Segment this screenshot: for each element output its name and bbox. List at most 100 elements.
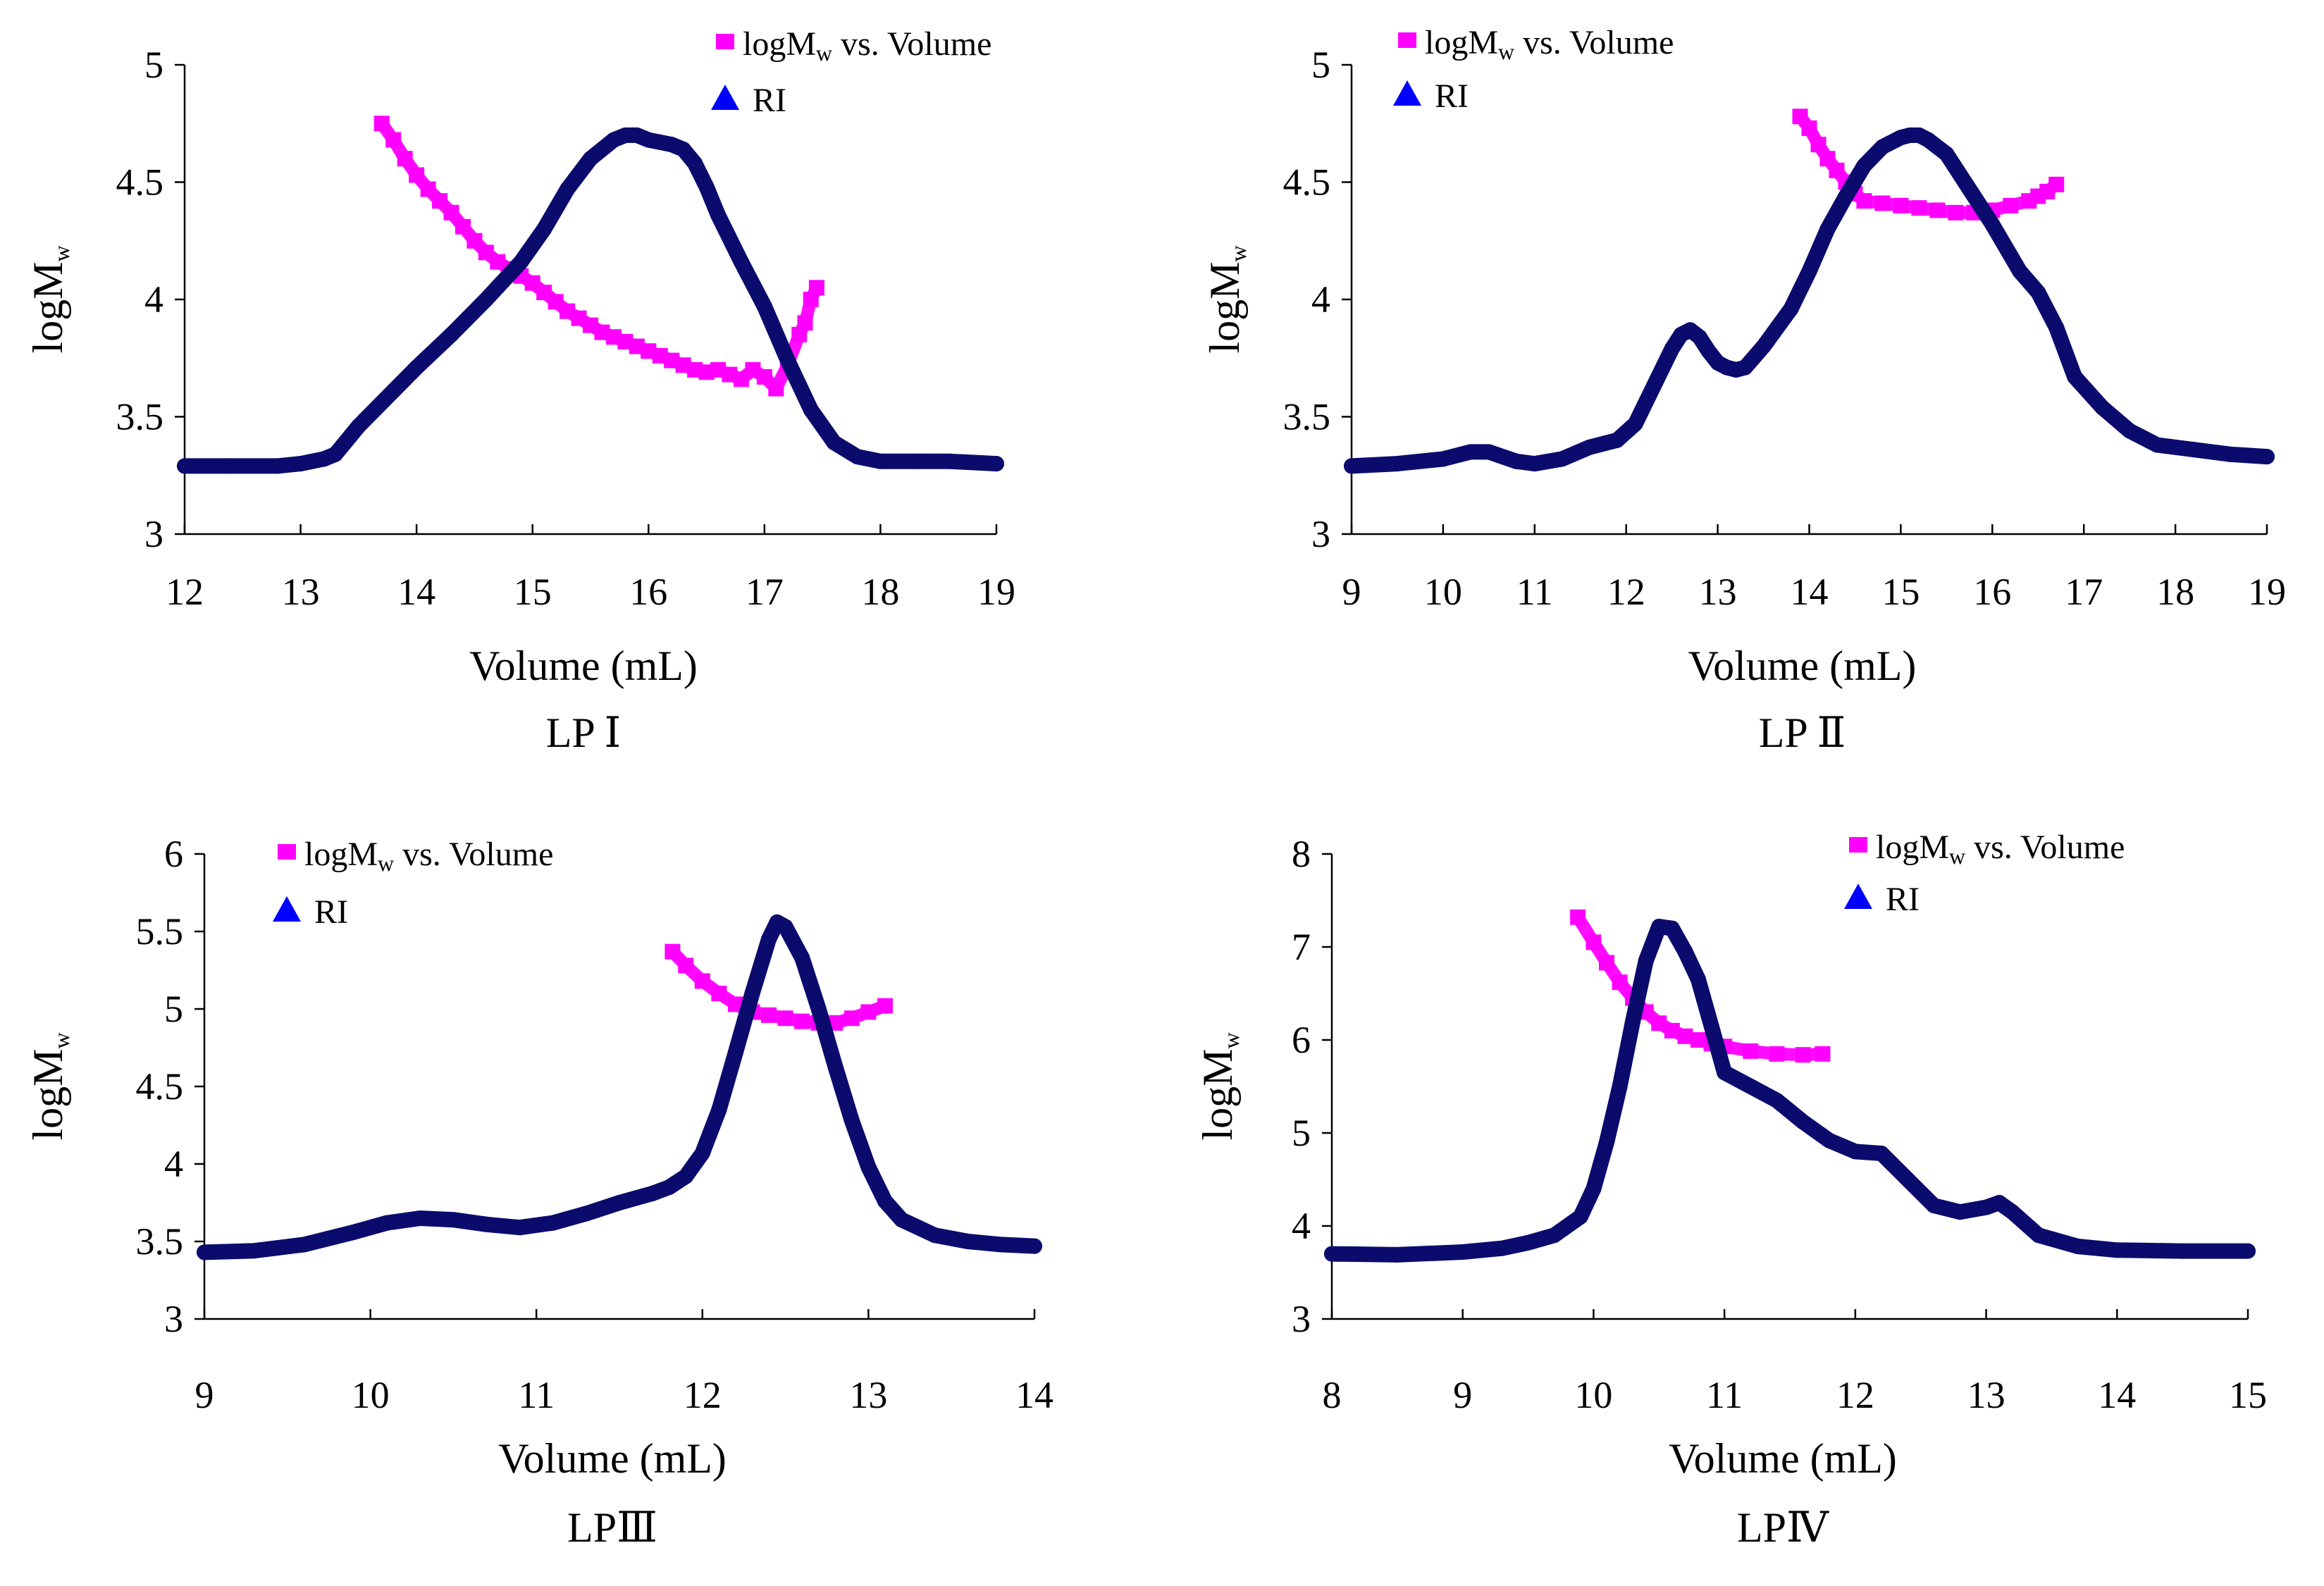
y-axis-title: logMw	[1201, 245, 1251, 353]
ri-data-point	[794, 950, 810, 966]
ri-data-point	[744, 986, 760, 1001]
ri-data-point	[860, 1159, 877, 1175]
logmw-data-point	[877, 998, 893, 1014]
legend-label-suffix: vs. Volume	[832, 25, 991, 63]
ri-data-point	[1462, 444, 1478, 460]
y-tick-label: 6	[164, 833, 183, 875]
y-axis-title: logMw	[25, 1032, 74, 1140]
ri-data-point	[1324, 1246, 1340, 1262]
ri-curve-band	[177, 127, 1004, 474]
ri-data-point	[1700, 343, 1717, 359]
ri-data-point	[1664, 920, 1680, 936]
ri-data-point	[513, 254, 529, 270]
y-tick-label: 3.5	[116, 396, 164, 438]
ri-data-point	[727, 1044, 743, 1060]
ri-data-point	[1645, 378, 1662, 395]
ri-data-point	[350, 418, 366, 434]
ri-data-point	[1691, 972, 1706, 988]
ri-data-point	[641, 132, 657, 148]
ri-data-point	[1755, 338, 1772, 354]
ri-data-point	[2259, 449, 2275, 465]
logmw-data-point	[860, 1004, 877, 1020]
ri-data-point	[1984, 216, 2001, 233]
x-tick-label: 10	[1424, 571, 1462, 613]
logmw-data-point	[777, 1010, 793, 1027]
ri-data-point	[1494, 1240, 1510, 1256]
ri-data-point	[545, 1215, 561, 1231]
x-tick-label: 10	[1574, 1374, 1612, 1416]
ri-data-point	[872, 453, 889, 469]
x-axis-title: Volume (mL)	[1688, 643, 1917, 689]
ri-data-point	[612, 1195, 627, 1210]
logmw-data-point	[409, 167, 425, 183]
ri-data-point	[385, 383, 402, 399]
x-tick-label: 12	[684, 1374, 722, 1416]
y-axis-title-subscript: w	[1218, 1032, 1244, 1048]
y-tick-label: 3	[1292, 1298, 1311, 1340]
logmw-data-point	[1677, 1028, 1693, 1044]
panel-caption: LPⅢ	[567, 1504, 657, 1551]
ri-data-point	[316, 451, 332, 467]
ri-data-point	[2070, 1239, 2086, 1255]
ri-data-point	[1677, 943, 1693, 960]
ri-data-point	[942, 453, 958, 469]
ri-data-point	[1795, 1114, 1811, 1130]
x-tick-label: 11	[1706, 1374, 1743, 1416]
ri-data-point	[617, 127, 633, 143]
legend-triangle-marker	[1844, 884, 1872, 909]
series-logmw	[665, 943, 893, 1031]
ri-data-point	[1664, 340, 1680, 357]
ri-data-point	[1783, 301, 1799, 317]
ri-data-point	[1847, 1144, 1863, 1160]
ri-data-point	[1717, 1065, 1733, 1081]
logmw-data-point	[727, 996, 743, 1012]
ri-data-point	[269, 458, 285, 474]
ri-data-point	[2149, 437, 2165, 453]
ri-data-point	[1526, 456, 1543, 472]
ri-data-point	[652, 134, 668, 150]
ri-data-point	[843, 1113, 860, 1129]
ri-data-point	[694, 1145, 710, 1161]
y-tick-label: 4	[1311, 278, 1330, 321]
x-tick-label: 13	[1967, 1374, 2005, 1416]
chart-panel-3: 9 10 11 12 13 14 3 3.5 4 4.5 5 5.5 6 Volume (mL) logMw…	[25, 833, 1053, 1551]
ri-data-point	[877, 1193, 893, 1209]
logmw-data-point	[1586, 934, 1602, 950]
x-tick-label: 14	[1015, 1374, 1053, 1416]
y-axis-title: logMw	[1194, 1032, 1244, 1140]
ri-data-point	[1874, 1146, 1889, 1162]
legend: logMw vs. Volume RI	[1844, 829, 2125, 918]
logmw-data-point	[385, 132, 402, 148]
x-tick-label: 13	[849, 1374, 887, 1416]
logmw-data-point	[803, 292, 819, 307]
logmw-data-point	[1801, 120, 1817, 136]
ri-data-point	[1586, 1181, 1602, 1197]
ri-data-point	[1581, 439, 1597, 455]
ri-data-point	[1454, 1244, 1471, 1260]
legend-label-logmw: logMw vs. Volume	[1876, 829, 2125, 869]
ri-data-point	[687, 155, 703, 171]
logmw-data-point	[1570, 909, 1586, 925]
ri-curve-band	[1324, 919, 2256, 1263]
ri-data-point	[2067, 368, 2083, 385]
x-tick-label: 14	[1791, 571, 1829, 613]
ri-data-point	[779, 352, 796, 368]
y-tick-label: 3.5	[1283, 396, 1331, 438]
x-tick-label: 10	[352, 1374, 390, 1416]
ri-data-point	[578, 1206, 594, 1222]
y-tick-label: 4	[1292, 1205, 1311, 1247]
ri-data-point	[1856, 158, 1872, 174]
y-axis-title-subscript: w	[1225, 245, 1251, 261]
ri-data-point	[605, 132, 622, 148]
series-ri	[1344, 127, 2275, 474]
y-tick-label: 3	[164, 1298, 183, 1340]
logmw-data-point	[1664, 1022, 1680, 1039]
ri-data-point	[756, 298, 772, 314]
ri-data-point	[1508, 453, 1524, 469]
ri-data-point	[1838, 188, 1854, 204]
ri-data-point	[777, 919, 793, 935]
ri-data-point	[512, 1220, 528, 1236]
ri-data-point	[1801, 264, 1817, 280]
legend-label-subscript: w	[1498, 39, 1514, 64]
